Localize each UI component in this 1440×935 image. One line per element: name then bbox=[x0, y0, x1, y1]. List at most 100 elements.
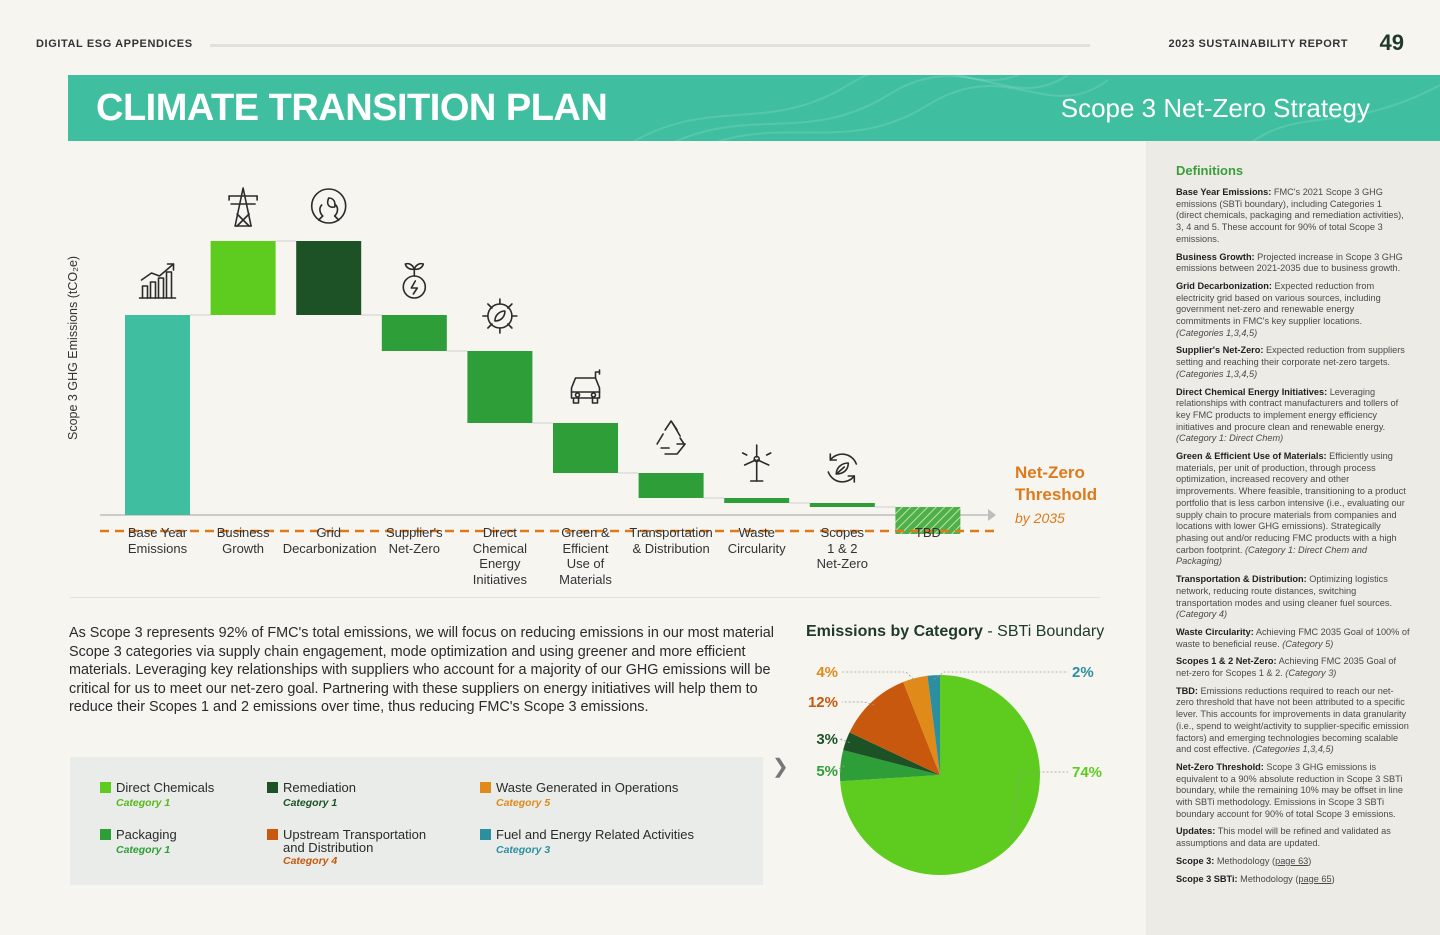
category-label-line: Circularity bbox=[727, 540, 786, 556]
definition-item: TBD: Emissions reductions required to re… bbox=[1176, 686, 1410, 756]
definition-note: (Categories 1,3,4,5) bbox=[1252, 744, 1334, 755]
definition-item: Scope 3: Methodology (page 63) bbox=[1176, 856, 1410, 868]
definition-text: Scope 3 GHG emissions is equivalent to a… bbox=[1176, 761, 1403, 819]
category-label: Grid Decarbonization bbox=[282, 525, 377, 556]
pie-leader-line bbox=[834, 765, 845, 772]
transmission-tower-icon bbox=[228, 187, 258, 227]
page-link[interactable]: page 63 bbox=[1275, 855, 1309, 866]
legend-swatch bbox=[100, 829, 111, 840]
definition-item: Supplier's Net-Zero: Expected reduction … bbox=[1176, 345, 1410, 380]
definition-item: Updates: This model will be refined and … bbox=[1176, 826, 1410, 849]
category-label: Transportation & Distribution bbox=[625, 525, 717, 556]
legend-item: Fuel and Energy Related Activities Categ… bbox=[480, 828, 694, 857]
definition-term: Direct Chemical Energy Initiatives: bbox=[1176, 386, 1328, 397]
legend-item: Packaging Category 1 bbox=[100, 828, 177, 857]
pie-leader-line bbox=[839, 738, 850, 743]
pie-slice bbox=[903, 675, 940, 775]
gear-leaf-icon bbox=[482, 298, 518, 334]
pie-leader-line bbox=[1009, 771, 1068, 841]
waterfall-bar bbox=[296, 241, 362, 315]
definition-text: Leveraging relationships with contract m… bbox=[1176, 386, 1399, 432]
definition-text: Expected reduction from electricity grid… bbox=[1176, 280, 1381, 327]
category-label-line: Efficient bbox=[562, 540, 609, 556]
category-label-line: Use of bbox=[566, 556, 605, 571]
definitions-title: Definitions bbox=[1176, 163, 1244, 178]
definition-note: (Category 1: Direct Chem) bbox=[1176, 433, 1284, 444]
category-label-line: Direct bbox=[482, 525, 517, 540]
category-label-line: Decarbonization bbox=[282, 540, 377, 556]
pie-title: Emissions by Category - SBTi Boundary bbox=[806, 623, 1104, 641]
category-label-line: Energy bbox=[479, 556, 521, 571]
waterfall-bar bbox=[381, 315, 447, 351]
page-link[interactable]: page 65 bbox=[1298, 873, 1332, 884]
category-label: Direct Chemical Energy Initiatives bbox=[454, 525, 546, 587]
pie-chart: 74% 5% 3% 12% 4% 2% bbox=[808, 664, 1102, 875]
chevron-right-icon[interactable]: ❯ bbox=[772, 756, 789, 778]
report-title: 2023 SUSTAINABILITY REPORT bbox=[1168, 38, 1348, 50]
legend-swatch bbox=[267, 782, 278, 793]
category-label-line: Net-Zero bbox=[388, 540, 440, 556]
page-title: CLIMATE TRANSITION PLAN bbox=[96, 87, 608, 129]
category-label-line: Net-Zero bbox=[816, 556, 868, 571]
definition-term: Scope 3 SBTi: bbox=[1176, 873, 1238, 884]
definition-item: Green & Efficient Use of Materials: Effi… bbox=[1176, 451, 1410, 568]
pie-title-rest: - SBTi Boundary bbox=[982, 623, 1105, 640]
page-subtitle: Scope 3 Net-Zero Strategy bbox=[1060, 93, 1370, 123]
growth-chart-icon bbox=[138, 263, 177, 299]
legend-category: Category 4 bbox=[283, 855, 338, 867]
definition-term: TBD: bbox=[1176, 685, 1198, 696]
definition-note: (Category 4) bbox=[1176, 609, 1228, 620]
definition-term: Scope 3: bbox=[1176, 855, 1215, 866]
legend-item: Direct Chemicals Category 1 bbox=[100, 781, 214, 810]
legend-swatch bbox=[480, 829, 491, 840]
category-label-line: Business bbox=[216, 525, 270, 540]
definition-term: Transportation & Distribution: bbox=[1176, 574, 1307, 585]
definitions-list: Base Year Emissions: FMC's 2021 Scope 3 … bbox=[1176, 187, 1410, 891]
category-label: TBD bbox=[882, 525, 974, 541]
category-label-line: Green & bbox=[561, 525, 610, 540]
pie-legend: Direct Chemicals Category 1 Remediation … bbox=[70, 757, 763, 885]
category-label: Supplier's Net-Zero bbox=[368, 525, 460, 556]
pie-value-label: 4% bbox=[816, 664, 838, 681]
category-label: Scopes 1 & 2 Net-Zero bbox=[796, 525, 888, 572]
definition-text: Methodology ( bbox=[1237, 873, 1299, 884]
pie-value-label: 3% bbox=[816, 731, 838, 748]
definition-text: Methodology ( bbox=[1214, 855, 1276, 866]
pie-leader-line bbox=[842, 671, 917, 683]
category-label-line: TBD bbox=[914, 525, 941, 540]
definition-item: Direct Chemical Energy Initiatives: Leve… bbox=[1176, 387, 1410, 446]
waterfall-bar bbox=[724, 498, 790, 503]
definition-item: Scope 3 SBTi: Methodology (page 65) bbox=[1176, 874, 1410, 886]
waterfall-bar bbox=[467, 351, 533, 423]
pie-value-label: 74% bbox=[1072, 764, 1102, 781]
legend-category: Category 1 bbox=[116, 797, 171, 809]
definition-text: Optimizing logistics network, reducing r… bbox=[1176, 574, 1393, 608]
legend-name: Upstream Transportation bbox=[283, 827, 427, 842]
legend-name: Packaging bbox=[116, 827, 177, 842]
pie-slice bbox=[927, 675, 940, 775]
pie-slice bbox=[840, 675, 1040, 875]
definition-text: ) bbox=[1331, 873, 1335, 884]
definition-text: ) bbox=[1308, 855, 1312, 866]
definition-item: Transportation & Distribution: Optimizin… bbox=[1176, 574, 1410, 621]
definition-text: Efficiently using materials, per unit of… bbox=[1176, 451, 1406, 555]
definition-note: (Categories 1,3,4,5) bbox=[1176, 368, 1258, 379]
pie-value-label: 5% bbox=[816, 763, 838, 780]
category-label-line: Chemical bbox=[472, 540, 527, 556]
category-label-line: Base Year bbox=[127, 525, 188, 540]
waterfall-bar bbox=[553, 423, 618, 473]
threshold-label: Net-Zero Threshold bbox=[1015, 462, 1097, 506]
category-label-line: Supplier's bbox=[385, 525, 443, 540]
legend-item: Upstream Transportation and Distribution… bbox=[267, 828, 426, 868]
legend-name: and Distribution bbox=[283, 840, 374, 855]
category-label-line: & Distribution bbox=[632, 540, 710, 556]
waterfall-bar bbox=[895, 507, 961, 534]
definitions-sidebar: Definitions Base Year Emissions: FMC's 2… bbox=[1146, 141, 1440, 935]
definition-item: Base Year Emissions: FMC's 2021 Scope 3 … bbox=[1176, 187, 1410, 246]
definition-text: Projected increase in Scope 3 GHG emissi… bbox=[1176, 251, 1403, 274]
definition-note: (Category 5) bbox=[1282, 638, 1334, 649]
pie-slice bbox=[843, 732, 940, 775]
category-label-line: Growth bbox=[222, 540, 265, 556]
threshold-label-line: Threshold bbox=[1015, 485, 1098, 504]
section-label: DIGITAL ESG APPENDICES bbox=[36, 38, 193, 50]
